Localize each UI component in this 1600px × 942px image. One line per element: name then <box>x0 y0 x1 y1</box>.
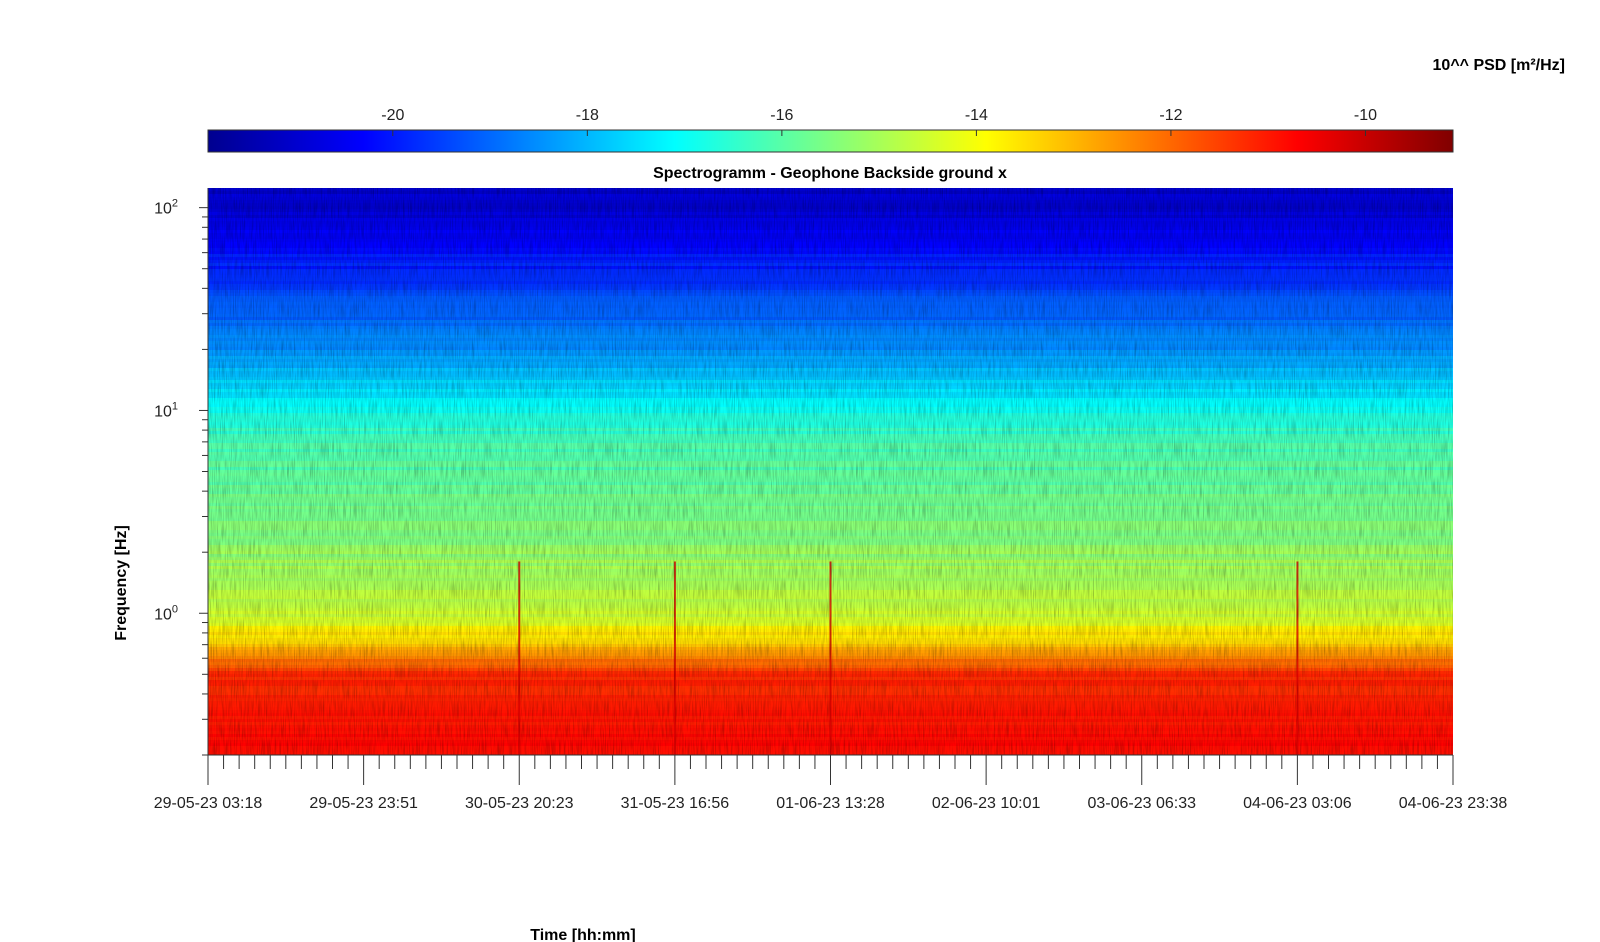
colorbar-tick-label: -20 <box>381 107 404 124</box>
x-tick-label: 31-05-23 16:56 <box>621 795 730 812</box>
x-axis-label: Time [hh:mm] <box>530 927 635 942</box>
x-axis-ticks: 29-05-23 03:18 29-05-23 23:51 30-05-23 20:… <box>154 755 1508 812</box>
colorbar-ticks: -20 -18 -16 -14 -12 -10 <box>381 107 1377 136</box>
y-axis: 100 101 102 <box>154 188 209 756</box>
y-axis-label: Frequency [Hz] <box>113 525 130 641</box>
x-tick-label: 01-06-23 13:28 <box>776 795 885 812</box>
x-tick-label: 29-05-23 23:51 <box>309 795 418 812</box>
colorbar-tick-label: -16 <box>770 107 793 124</box>
chart-title: Spectrogramm - Geophone Backside ground … <box>653 165 1007 182</box>
colorbar-tick-label: -12 <box>1159 107 1182 124</box>
x-axis: 29-05-23 03:18 29-05-23 23:51 30-05-23 20:… <box>154 754 1508 812</box>
colorbar-tick-label: -18 <box>576 107 599 124</box>
x-tick-label: 04-06-23 23:38 <box>1399 795 1508 812</box>
y-tick-label: 102 <box>154 198 178 218</box>
spectrogram-plot-area <box>208 188 1453 755</box>
colorbar-label: 10^^ PSD [m²/Hz] <box>1433 57 1565 74</box>
colorbar-gradient <box>207 129 1454 153</box>
spectrogram-texture <box>208 188 1453 755</box>
colorbar-tick-label: -14 <box>965 107 988 124</box>
x-tick-label: 04-06-23 03:06 <box>1243 795 1352 812</box>
x-tick-label: 30-05-23 20:23 <box>465 795 574 812</box>
x-tick-label: 29-05-23 03:18 <box>154 795 263 812</box>
y-tick-label: 101 <box>154 400 178 420</box>
x-tick-label: 03-06-23 06:33 <box>1087 795 1196 812</box>
x-tick-label: 02-06-23 10:01 <box>932 795 1041 812</box>
y-tick-label: 100 <box>154 603 178 623</box>
y-axis-ticks: 100 101 102 <box>154 198 208 756</box>
colorbar-tick-label: -10 <box>1354 107 1377 124</box>
colorbar: -20 -18 -16 -14 -12 -10 <box>207 107 1454 153</box>
